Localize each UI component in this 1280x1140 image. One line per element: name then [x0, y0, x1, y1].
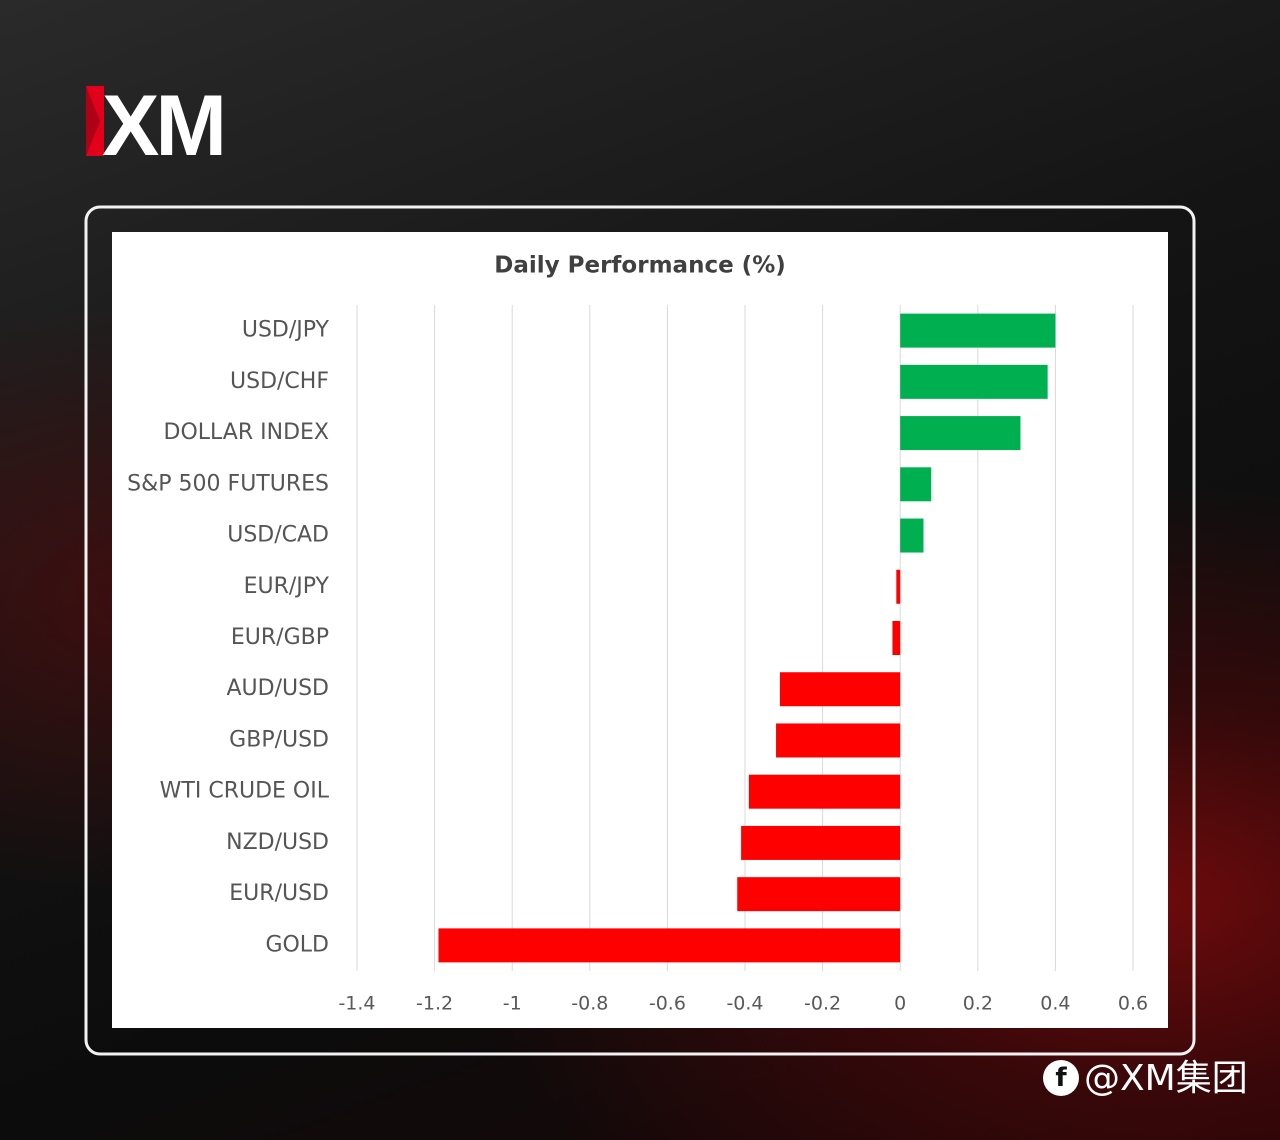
x-tick-label: 0.4 — [1040, 993, 1070, 1015]
category-label: WTI CRUDE OIL — [160, 779, 330, 804]
bar — [892, 621, 901, 655]
category-label: EUR/GBP — [231, 625, 329, 650]
x-tick-label: -0.8 — [571, 993, 608, 1015]
bar — [748, 774, 901, 809]
facebook-f: f — [1055, 1063, 1067, 1093]
chart-title: Daily Performance (%) — [494, 253, 786, 279]
category-label: EUR/USD — [229, 881, 329, 906]
x-tick-label: -0.4 — [726, 993, 763, 1015]
x-tick-label: -1.4 — [338, 993, 375, 1015]
bar — [900, 518, 924, 553]
x-tick-label: 0.2 — [963, 993, 993, 1015]
x-tick-label: -1 — [503, 993, 522, 1015]
category-label: AUD/USD — [226, 676, 329, 701]
plot: -1.4 -1.2 -1 -0.8 -0.6 -0.4 -0.2 0 0.2 0.4 0.6 USD/… — [127, 305, 1148, 1015]
facebook-icon — [1043, 1060, 1079, 1096]
bar — [900, 364, 1048, 399]
category-label: EUR/JPY — [244, 574, 330, 599]
category-label: NZD/USD — [226, 830, 329, 855]
bar — [779, 672, 901, 707]
category-label: USD/JPY — [242, 318, 330, 343]
category-label: DOLLAR INDEX — [164, 420, 329, 445]
x-tick-label: 0 — [894, 993, 906, 1015]
bar — [737, 877, 901, 912]
bar — [438, 928, 901, 963]
category-label: USD/CHF — [230, 369, 329, 394]
logo-mark — [86, 86, 104, 156]
bar — [896, 569, 901, 604]
x-tick-label: 0.6 — [1118, 993, 1148, 1015]
bar — [900, 416, 1021, 451]
bar — [741, 825, 901, 860]
chart-area — [112, 232, 1168, 1028]
x-tick-label: -1.2 — [416, 993, 453, 1015]
bar — [900, 313, 1056, 348]
category-label: GOLD — [265, 932, 329, 957]
frame — [84, 205, 1196, 1056]
logo-text: XM — [102, 78, 223, 174]
category-label: GBP/USD — [229, 727, 329, 752]
category-label: USD/CAD — [227, 523, 329, 548]
x-tick-label: -0.6 — [649, 993, 686, 1015]
logo-mark-shade — [86, 86, 100, 156]
bar — [776, 723, 901, 758]
watermark: @XM集团 — [1084, 1058, 1248, 1099]
category-label: S&P 500 FUTURES — [127, 471, 329, 496]
x-tick-label: -0.2 — [804, 993, 841, 1015]
bar — [900, 467, 932, 502]
